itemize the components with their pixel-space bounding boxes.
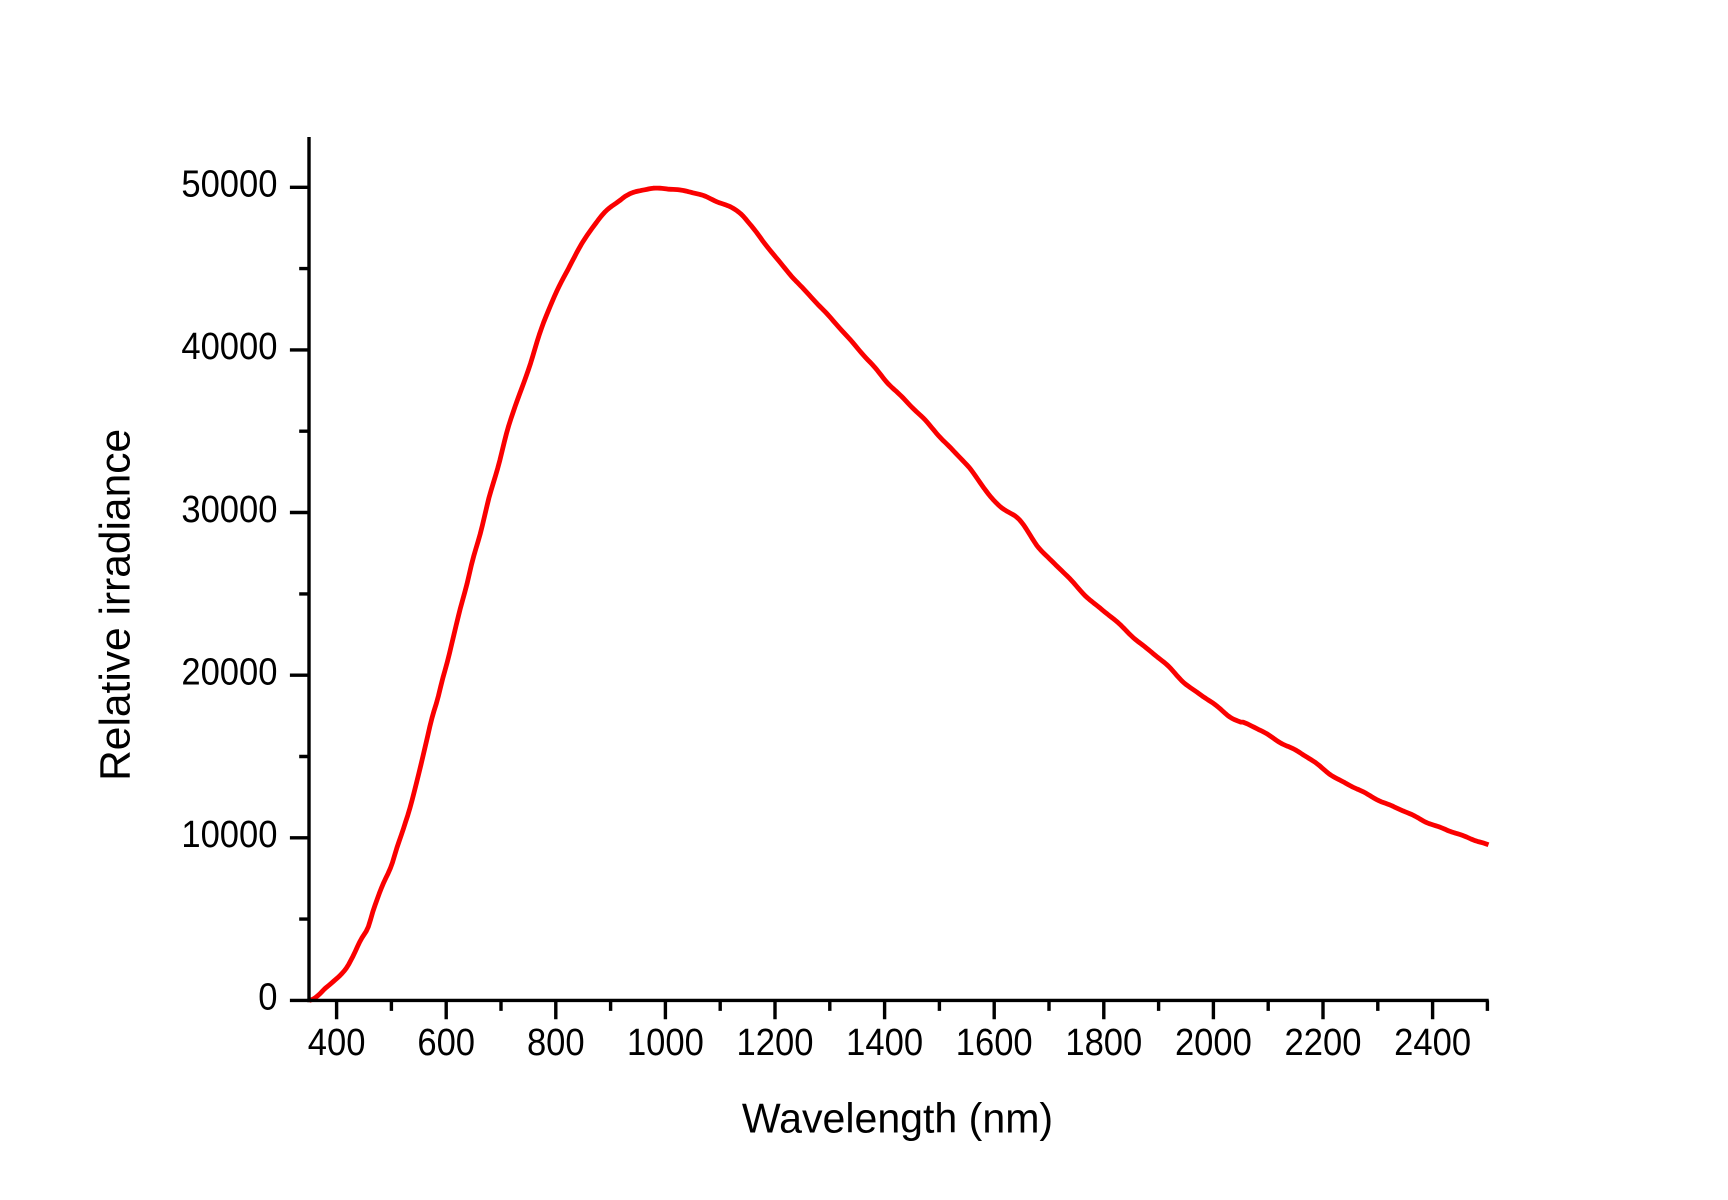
svg-text:40000: 40000	[181, 325, 277, 368]
svg-text:1600: 1600	[956, 1020, 1033, 1063]
svg-text:600: 600	[417, 1020, 475, 1063]
svg-text:0: 0	[258, 975, 277, 1018]
svg-text:1800: 1800	[1065, 1020, 1142, 1063]
svg-text:30000: 30000	[181, 487, 277, 530]
svg-text:Wavelength (nm): Wavelength (nm)	[742, 1095, 1053, 1141]
svg-text:2400: 2400	[1394, 1020, 1471, 1063]
svg-text:1400: 1400	[846, 1020, 923, 1063]
svg-text:2200: 2200	[1285, 1020, 1362, 1063]
svg-text:400: 400	[308, 1020, 366, 1063]
svg-text:1000: 1000	[627, 1020, 704, 1063]
svg-text:20000: 20000	[181, 650, 277, 693]
svg-text:Relative irradiance: Relative irradiance	[93, 429, 140, 781]
svg-text:10000: 10000	[181, 813, 277, 856]
svg-text:800: 800	[527, 1020, 585, 1063]
svg-text:1200: 1200	[737, 1020, 814, 1063]
svg-text:50000: 50000	[181, 162, 277, 205]
svg-text:2000: 2000	[1175, 1020, 1252, 1063]
